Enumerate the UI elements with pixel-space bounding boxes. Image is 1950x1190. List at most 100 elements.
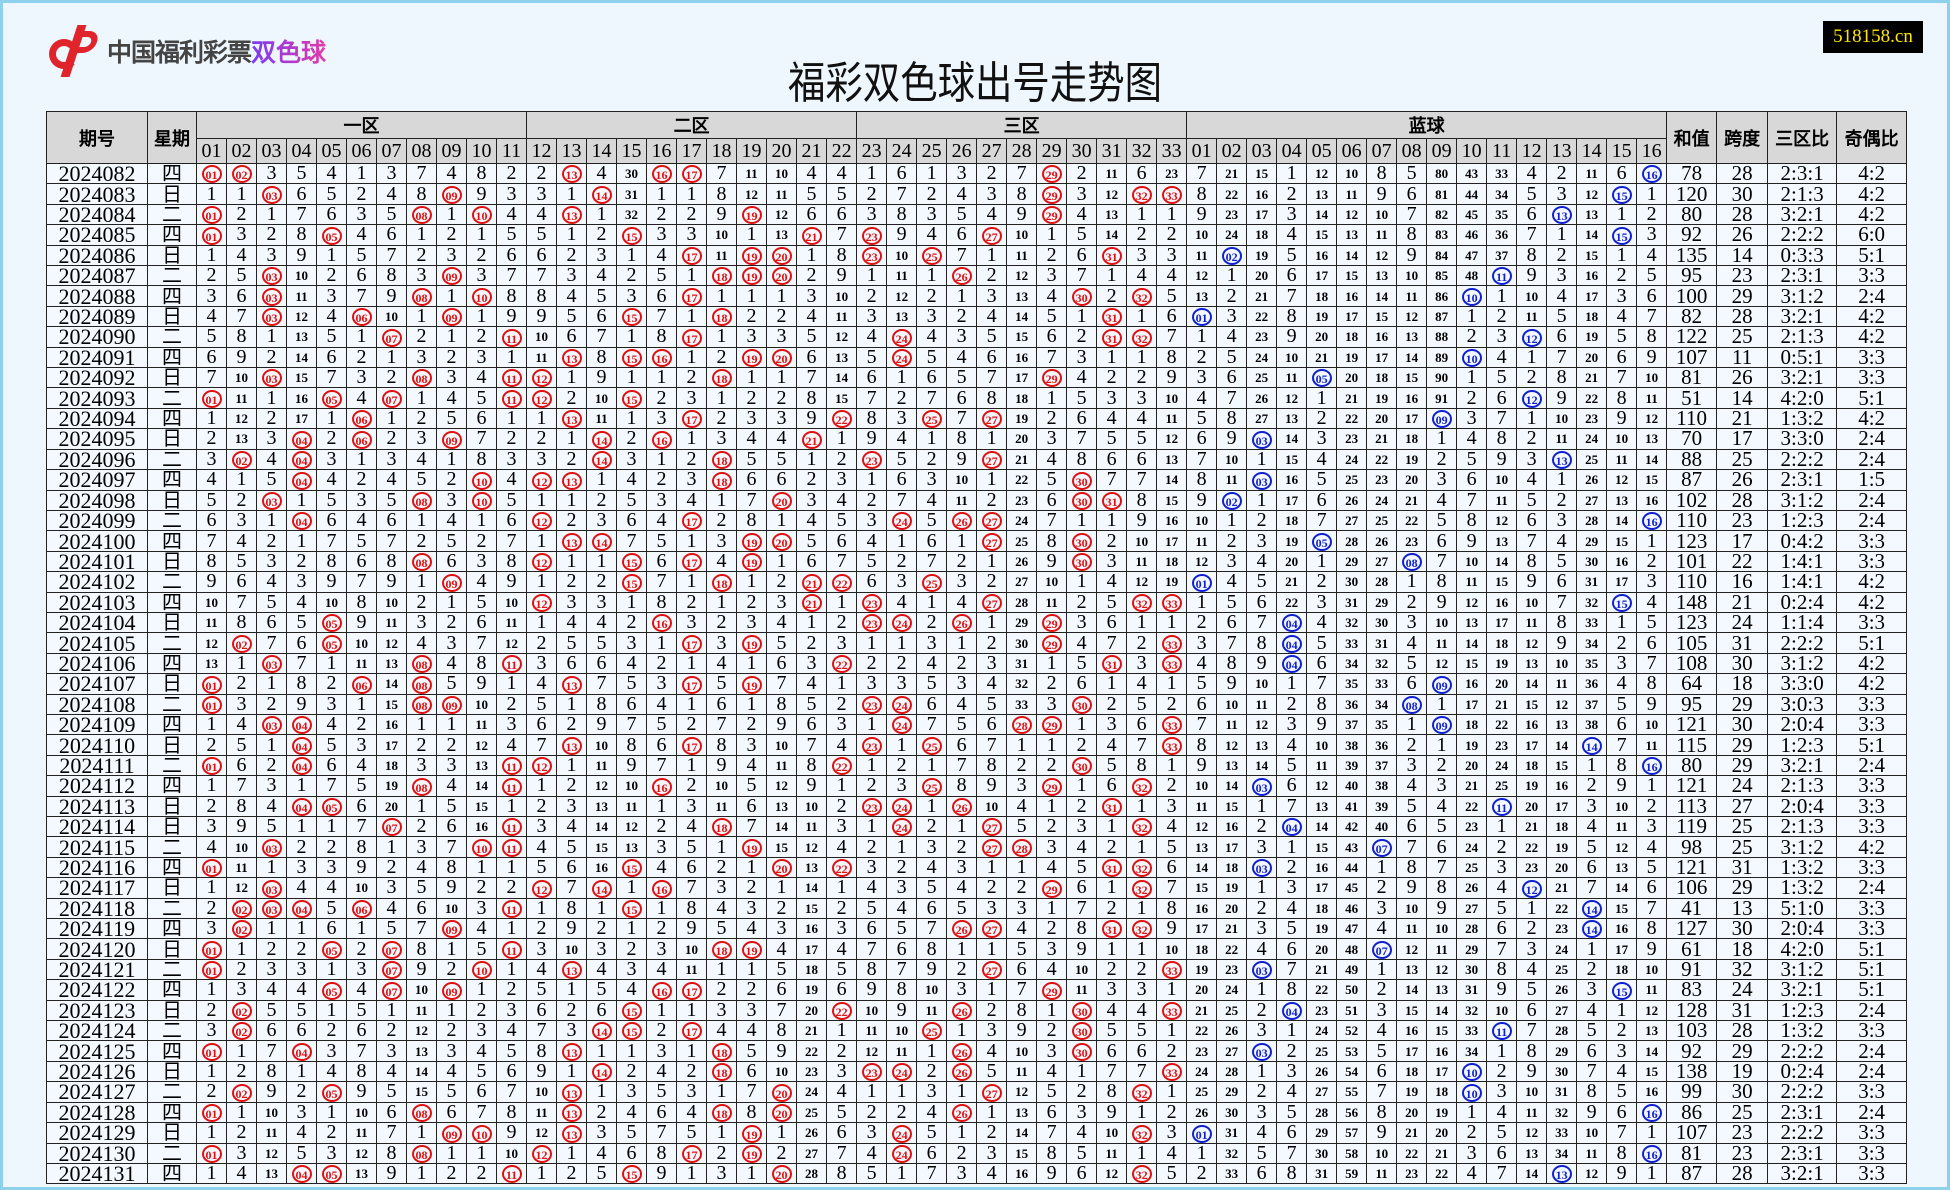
red-omission-cell: 9 — [346, 611, 377, 634]
red-omission-cell: 1 — [676, 305, 708, 328]
table-row: 2024120 日 01 1 2 2 05 2 07 8 1 5 11 3 10 3 2 3 10 18 19 4 17 4 7… — [46, 938, 1908, 960]
red-hit-cell: 25 — [916, 571, 948, 593]
red-omission-cell: 5 — [796, 693, 828, 715]
red-omission-cell: 1 — [556, 428, 588, 450]
red-omission-cell: 1 — [586, 550, 618, 573]
blue-omission-cell: 2 — [1636, 203, 1668, 226]
red-ball: 19 — [741, 634, 762, 653]
blue-omission-cell: 56 — [1336, 1101, 1368, 1124]
red-omission-cell: 3 — [226, 224, 257, 246]
red-omission-cell: 9 — [495, 305, 528, 328]
red-omission-cell: 7 — [1156, 877, 1188, 899]
red-omission-cell: 5 — [1066, 652, 1098, 675]
blue-omission-cell: 1 — [1216, 509, 1248, 532]
red-omission-cell: 7 — [1066, 897, 1098, 920]
red-omission-cell: 1 — [706, 326, 738, 348]
red-omission-cell: 2 — [1036, 815, 1068, 838]
red-omission-cell: 7 — [946, 244, 978, 267]
red-omission-cell: 6 — [856, 367, 888, 389]
red-omission-cell: 2 — [256, 938, 287, 960]
red-omission-cell: 2 — [556, 448, 588, 471]
blue-omission-cell: 33 — [1546, 1122, 1578, 1144]
blue-omission-cell: 12 — [1606, 836, 1638, 858]
red-omission-cell: 5 — [916, 673, 948, 695]
red-omission-cell: 11 — [1096, 1142, 1128, 1164]
blue-omission-cell: 12 — [1216, 734, 1248, 756]
red-ball: 09 — [441, 981, 462, 1000]
red-ball: 27 — [981, 532, 1002, 551]
red-omission-cell: 8 — [796, 387, 828, 409]
red-ball: 01 — [201, 940, 222, 959]
red-omission-cell: 3 — [256, 244, 287, 267]
red-omission-cell: 3 — [856, 305, 888, 328]
red-omission-cell: 4 — [226, 244, 257, 267]
red-omission-cell: 2 — [316, 265, 347, 287]
red-omission-cell: 4 — [676, 489, 708, 511]
red-ball: 18 — [711, 1104, 732, 1122]
red-omission-cell: 8 — [406, 938, 437, 960]
blue-omission-cell: 1 — [1456, 305, 1488, 328]
red-omission-cell: 2 — [256, 754, 287, 777]
red-hit-cell: 25 — [916, 775, 948, 797]
red-ball: 28 — [1011, 716, 1032, 734]
blue-hit-cell: 13 — [1546, 448, 1578, 471]
red-omission-cell: 7 — [286, 203, 317, 226]
blue-omission-cell: 30 — [1306, 1142, 1338, 1164]
blue-omission-cell: 20 — [1516, 795, 1548, 818]
red-omission-cell: 6 — [796, 550, 828, 573]
red-omission-cell: 4 — [706, 897, 738, 920]
blue-omission-cell: 7 — [1186, 162, 1218, 185]
odd-even-cell: 5:1 — [1836, 938, 1908, 960]
blue-omission-cell: 30 — [1456, 958, 1488, 981]
red-ball: 12 — [531, 512, 552, 530]
red-omission-cell: 3 — [826, 713, 858, 736]
red-omission-cell: 3 — [466, 550, 497, 573]
weekday-cell: 日 — [147, 815, 197, 838]
red-hit-cell: 17 — [676, 326, 708, 348]
blue-omission-cell: 8 — [1516, 244, 1548, 267]
red-omission-cell: 5 — [256, 999, 287, 1022]
blue-hit-cell: 09 — [1426, 673, 1458, 695]
sum-cell: 123 — [1666, 530, 1718, 552]
red-ball: 15 — [621, 900, 642, 918]
red-omission-cell: 1 — [406, 224, 437, 246]
red-omission-cell: 1 — [886, 632, 918, 654]
red-hit-cell: 13 — [556, 203, 588, 226]
blue-omission-cell: 10 — [1516, 285, 1548, 307]
odd-even-cell: 3:3 — [1836, 346, 1908, 369]
blue-omission-cell: 1 — [1456, 1101, 1488, 1124]
red-omission-cell: 12 — [1126, 571, 1158, 593]
red-omission-cell: 1 — [495, 795, 528, 818]
red-omission-cell: 5 — [436, 530, 467, 552]
blue-omission-cell: 22 — [1366, 448, 1398, 471]
red-omission-cell: 2 — [1096, 836, 1128, 858]
red-ball: 24 — [891, 818, 912, 836]
red-omission-cell: 10 — [766, 162, 798, 185]
blue-omission-cell: 2 — [1516, 367, 1548, 389]
red-ball: 05 — [321, 389, 342, 408]
red-omission-cell: 3 — [676, 469, 708, 491]
red-omission-cell: 1 — [646, 367, 678, 389]
odd-even-cell: 2:4 — [1836, 1060, 1908, 1083]
blue-omission-cell: 5 — [1366, 1040, 1398, 1062]
red-omission-cell: 4 — [796, 509, 828, 532]
red-omission-cell: 4 — [826, 938, 858, 960]
red-omission-cell: 1 — [1126, 611, 1158, 634]
red-hit-cell: 08 — [406, 1142, 437, 1164]
red-omission-cell: 10 — [766, 734, 798, 756]
red-hit-cell: 29 — [1036, 162, 1068, 185]
red-ball: 07 — [381, 328, 402, 347]
blue-omission-cell: 13 — [1456, 611, 1488, 634]
blue-omission-cell: 1 — [1606, 244, 1638, 267]
red-omission-cell: 7 — [826, 550, 858, 573]
span-cell: 25 — [1716, 1101, 1769, 1124]
red-omission-cell: 4 — [1036, 285, 1068, 307]
blue-omission-cell: 3 — [1456, 407, 1488, 430]
red-omission-cell: 1 — [286, 815, 317, 838]
site-badge[interactable]: 518158.cn — [1823, 21, 1923, 53]
red-ball: 13 — [561, 1124, 582, 1142]
blue-omission-cell: 4 — [1366, 918, 1398, 940]
red-ball: 02 — [231, 1083, 252, 1102]
blue-omission-cell: 7 — [1306, 673, 1338, 695]
blue-omission-cell: 4 — [1426, 795, 1458, 818]
